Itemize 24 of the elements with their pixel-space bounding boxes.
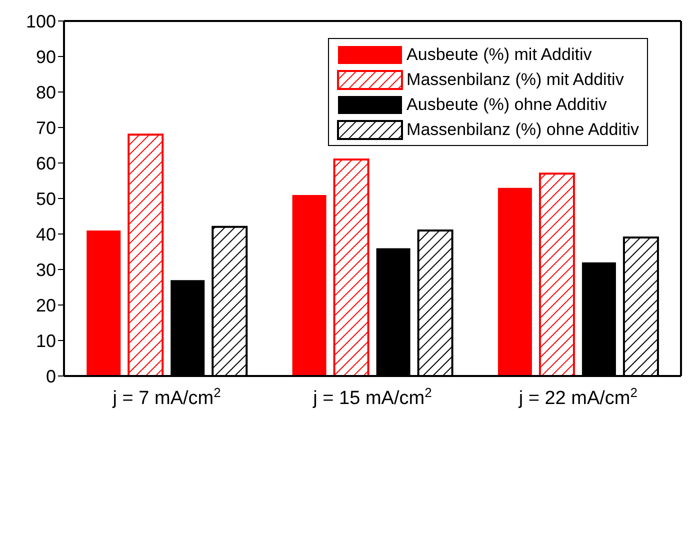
y-tick-label: 30	[36, 260, 56, 280]
legend-label: Ausbeute (%) mit Additiv	[406, 44, 592, 64]
bar	[292, 194, 326, 376]
y-tick-label: 60	[36, 153, 56, 174]
bar	[538, 172, 575, 376]
y-tick-label: 40	[36, 224, 56, 244]
x-tick-label: j = 15 mA/cm$^{2}$	[312, 384, 432, 409]
y-tick-label: 50	[36, 188, 56, 209]
bar	[86, 230, 121, 376]
y-tick-label: 10	[36, 330, 56, 351]
y-tick-label: 70	[36, 118, 56, 138]
bar	[498, 188, 532, 376]
legend-label: Ausbeute (%) ohne Additiv	[406, 94, 607, 114]
y-tick-label: 90	[36, 46, 56, 67]
legend-label: Massenbilanz (%) mit Additiv	[406, 70, 624, 90]
x-tick-label: j = 7 mA/cm$^{2}$	[112, 384, 221, 409]
bar	[128, 134, 164, 376]
y-tick-label: 20	[36, 295, 56, 316]
y-tick-label: 0	[46, 366, 56, 386]
bar	[333, 158, 370, 376]
x-tick-label: j = 22 mA/cm$^{2}$	[518, 384, 638, 409]
y-tick-label: 100	[26, 11, 56, 32]
y-tick-label: 80	[36, 82, 56, 102]
legend-label: Massenbilanz (%) ohne Additiv	[406, 120, 639, 140]
